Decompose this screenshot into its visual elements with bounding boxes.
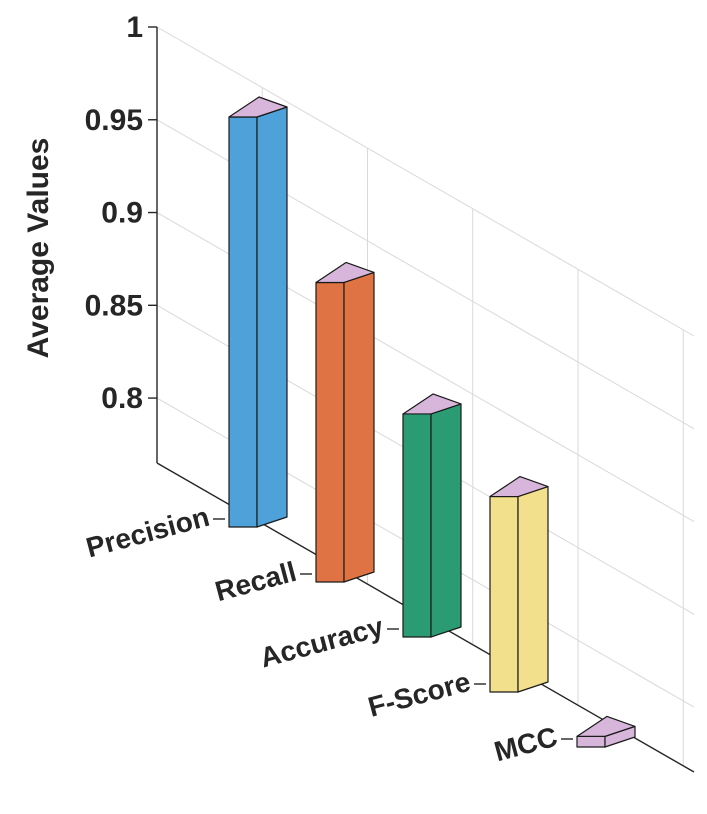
bar-side-face xyxy=(517,485,549,693)
bar-front-face xyxy=(402,413,432,638)
x-tick-label: MCC xyxy=(491,721,561,767)
x-tick-label: Precision xyxy=(83,501,213,564)
bar-top-face xyxy=(228,96,288,118)
bar-front-face xyxy=(576,735,606,748)
bar-recall xyxy=(315,261,375,583)
y-tick-label: 0.95 xyxy=(85,104,143,137)
bar-top-face xyxy=(315,261,375,284)
y-tick-label: 0.8 xyxy=(101,382,143,415)
bar-accuracy xyxy=(402,393,462,638)
x-tick-label: Accuracy xyxy=(257,611,387,674)
x-tick-label: F-Score xyxy=(365,666,474,723)
bar-front-face xyxy=(228,116,258,528)
bar-fscore xyxy=(489,475,549,693)
grid-line-horizontal xyxy=(156,26,695,337)
bar-layer xyxy=(228,96,636,748)
bar-side-face xyxy=(430,403,462,638)
bar-top-face xyxy=(576,715,636,737)
label-layer: Average Values 0.8 0.85 0.9 0.95 1 PrecisionR… xyxy=(22,11,561,767)
bar-front-face xyxy=(489,495,519,693)
bar-mcc xyxy=(576,715,636,748)
y-tick-label: 0.9 xyxy=(101,197,143,230)
x-tick-label: Recall xyxy=(212,556,300,607)
y-tick-label: 0.85 xyxy=(85,289,143,322)
bar-side-face xyxy=(256,106,288,528)
bar-precision xyxy=(228,96,288,528)
bar-side-face xyxy=(343,271,375,583)
bar-top-face xyxy=(489,475,549,498)
bar-front-face xyxy=(315,281,345,583)
y-axis-label: Average Values xyxy=(22,138,55,359)
bar-top-face xyxy=(402,393,462,415)
y-tick-label: 1 xyxy=(126,11,143,44)
